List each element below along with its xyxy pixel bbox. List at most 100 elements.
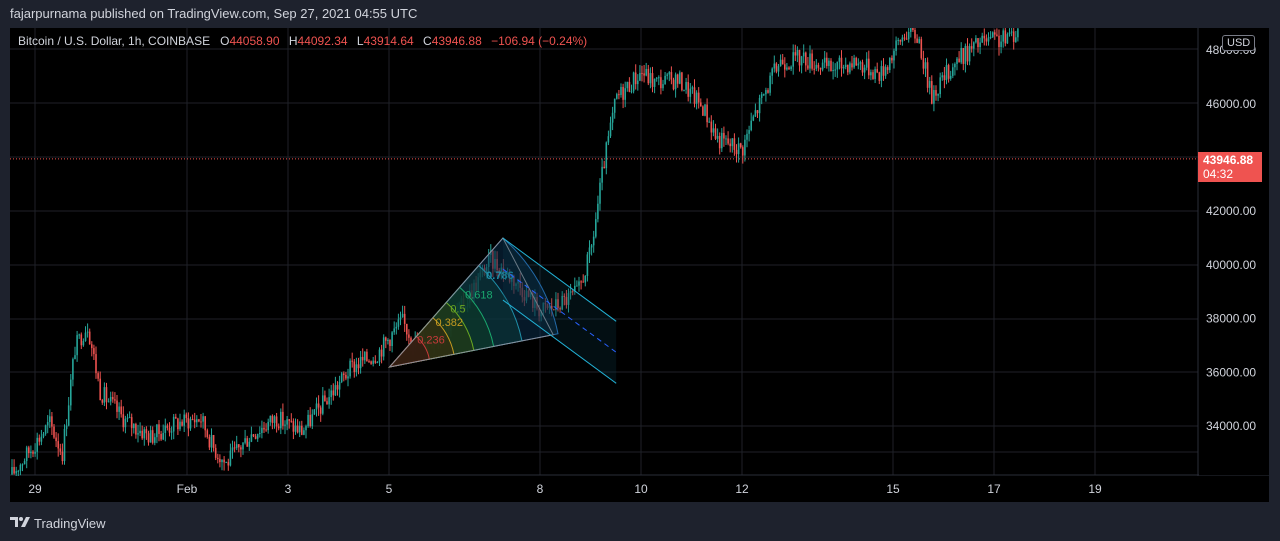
candle-body: [332, 390, 335, 396]
candle-body: [742, 147, 744, 156]
time-tick-label: Feb: [177, 482, 198, 496]
candle-body: [1004, 30, 1007, 44]
candle-body: [952, 67, 954, 76]
candle-body: [790, 66, 792, 70]
time-tick-label: 12: [735, 482, 749, 496]
candle-body: [57, 441, 59, 449]
symbol-legend: Bitcoin / U.S. Dollar, 1h, COINBASE O440…: [18, 34, 593, 48]
candle-body: [177, 418, 179, 430]
candle-body: [975, 38, 977, 43]
candle-body: [233, 447, 236, 449]
candle-body: [130, 417, 133, 429]
high-key: H: [288, 34, 298, 48]
candle-body: [819, 67, 822, 70]
candle-body: [584, 275, 587, 283]
candle-body: [754, 110, 757, 117]
candle-body: [626, 81, 629, 89]
candle-body: [141, 430, 143, 439]
candle-body: [120, 406, 122, 415]
candle-body: [1000, 41, 1002, 48]
candle-body: [582, 281, 584, 283]
candle-body: [328, 397, 330, 405]
candle-body: [834, 69, 836, 71]
candle-body: [918, 39, 920, 43]
time-tick-label: 19: [1088, 482, 1102, 496]
candle-body: [382, 337, 385, 357]
candle-body: [926, 62, 929, 88]
candle-body: [93, 348, 95, 355]
candle-body: [221, 459, 223, 463]
candle-body: [784, 64, 786, 70]
candle-body: [935, 90, 937, 96]
candle-body: [855, 57, 857, 66]
candle-body: [880, 66, 883, 81]
candle-body: [739, 143, 742, 148]
candle-body: [672, 79, 675, 90]
candle-body: [933, 90, 935, 104]
candle-body: [105, 387, 108, 402]
candle-body: [82, 341, 85, 346]
candle-body: [668, 72, 671, 75]
candle-body: [277, 426, 280, 429]
candle-body: [372, 360, 374, 364]
candle-body: [403, 313, 406, 324]
price-chart[interactable]: 0.236 0.382 0.50.618 0.786 34000.00 36000.00 3…: [10, 28, 1269, 502]
currency-badge[interactable]: USD: [1222, 35, 1256, 51]
candle-body: [616, 94, 618, 99]
candle-body: [723, 132, 725, 139]
candle-body: [813, 68, 815, 70]
candle-body: [977, 38, 979, 48]
candle-body: [65, 425, 68, 429]
time-tick-label: 15: [886, 482, 900, 496]
candle-body: [815, 64, 818, 69]
candle-body: [1012, 31, 1015, 42]
candle-body: [634, 72, 637, 85]
candle-body: [229, 450, 232, 466]
candle-body: [36, 437, 38, 452]
candle-body: [288, 419, 290, 421]
candle-body: [947, 65, 950, 79]
candle-body: [175, 416, 177, 419]
candle-body: [597, 203, 599, 220]
candle-body: [76, 335, 78, 356]
candle-body: [292, 421, 295, 432]
candle-body: [712, 128, 715, 133]
candle-body: [750, 120, 752, 131]
candle-body: [949, 75, 952, 79]
candle-body: [202, 416, 204, 422]
price-axis-panel: [1199, 28, 1269, 475]
candle-body: [80, 334, 83, 346]
candle-body: [183, 414, 185, 426]
candle-body: [172, 416, 175, 432]
candle-body: [345, 374, 347, 379]
candle-body: [777, 66, 780, 72]
candle-body: [979, 42, 981, 48]
candle-body: [779, 59, 782, 67]
candle-body: [807, 65, 809, 69]
candle-body: [968, 46, 971, 62]
candle-body: [603, 166, 605, 169]
candle-body: [208, 437, 211, 448]
candle-body: [748, 130, 750, 134]
time-tick-label: 17: [987, 482, 1001, 496]
candle-body: [954, 63, 956, 68]
candle-body: [389, 339, 391, 347]
tradingview-brand[interactable]: TradingView: [10, 516, 106, 531]
candle-body: [746, 133, 748, 140]
candle-body: [210, 434, 213, 448]
candle-body: [294, 425, 297, 432]
candle-body: [859, 62, 862, 64]
candle-body: [836, 61, 839, 70]
candle-body: [366, 351, 368, 361]
price-tick-label: 38000.00: [1206, 312, 1256, 326]
candle-body: [960, 47, 962, 63]
candle-body: [964, 45, 967, 64]
candle-body: [899, 39, 902, 42]
candle-body: [147, 433, 150, 443]
change-value: −106.94 (−0.24%): [491, 34, 588, 48]
candle-body: [336, 385, 339, 390]
candle-body: [716, 135, 719, 139]
candle-body: [357, 364, 360, 369]
candle-body: [143, 429, 146, 439]
chart-area[interactable]: 0.236 0.382 0.5 0.618 0.786 34000.00 36000.00 3…: [10, 28, 1269, 502]
